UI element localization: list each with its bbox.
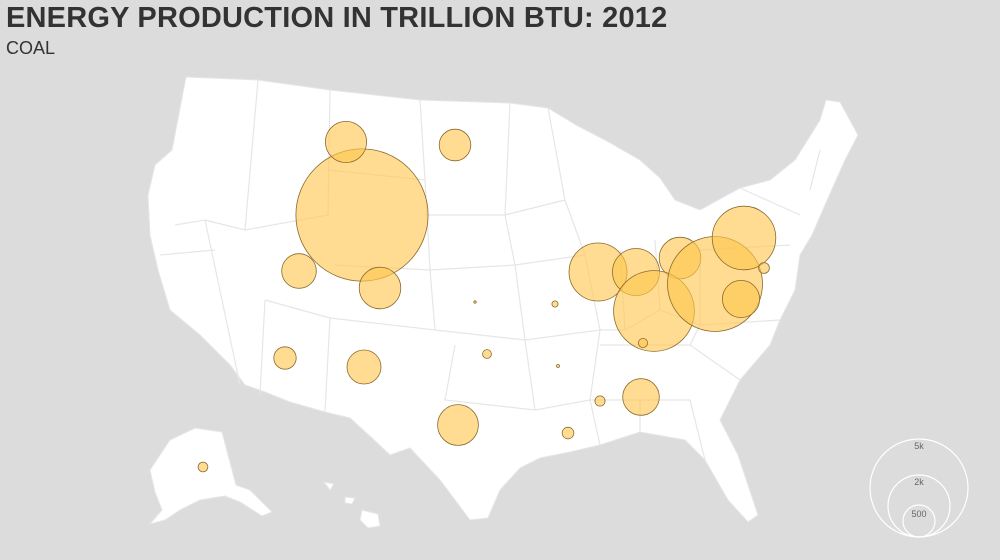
bubble-new-mexico[interactable] xyxy=(346,349,382,385)
bubble-missouri[interactable] xyxy=(551,300,559,308)
state-border xyxy=(324,317,331,413)
page-subtitle: COAL xyxy=(6,38,56,58)
state-border xyxy=(809,149,821,191)
bubble-montana[interactable] xyxy=(324,121,367,164)
state-border xyxy=(444,339,536,411)
state-border xyxy=(174,219,241,386)
state-border xyxy=(689,344,741,381)
bubble-alabama[interactable] xyxy=(622,378,660,416)
bubble-mississippi[interactable] xyxy=(594,395,606,407)
state-border xyxy=(259,299,266,396)
page-title: ENERGY PRODUCTION IN TRILLION BTU: 2012 xyxy=(6,2,668,34)
bubble-utah[interactable] xyxy=(281,253,317,289)
bubble-arkansas[interactable] xyxy=(556,364,560,368)
state-border xyxy=(589,399,601,446)
bubble-pennsylvania[interactable] xyxy=(711,205,777,271)
hawaii-land xyxy=(322,481,381,529)
bubble-wyoming[interactable] xyxy=(295,148,429,282)
bubble-maryland[interactable] xyxy=(758,262,770,274)
legend-label-2k: 2k xyxy=(914,477,924,487)
state-border xyxy=(739,187,801,216)
bubble-north-dakota[interactable] xyxy=(438,128,472,162)
legend-circle-500 xyxy=(902,504,936,538)
size-legend: 5k 2k 500 xyxy=(869,438,969,538)
bubble-arizona[interactable] xyxy=(273,346,297,370)
state-border xyxy=(264,269,436,331)
bubble-virginia[interactable] xyxy=(722,279,761,318)
legend-circle-5k xyxy=(869,438,969,538)
bubble-alaska[interactable] xyxy=(197,461,209,473)
bubble-louisiana[interactable] xyxy=(561,426,575,440)
alaska-land xyxy=(148,427,273,525)
state-border xyxy=(159,249,216,256)
bubble-oklahoma[interactable] xyxy=(482,349,492,359)
bubble-layer xyxy=(197,121,777,473)
bubble-texas[interactable] xyxy=(437,404,479,446)
legend-label-5k: 5k xyxy=(914,441,924,451)
bubble-tennessee[interactable] xyxy=(638,337,649,348)
bubble-kansas[interactable] xyxy=(473,300,477,304)
legend-label-500: 500 xyxy=(911,509,926,519)
bubble-colorado[interactable] xyxy=(358,266,402,310)
